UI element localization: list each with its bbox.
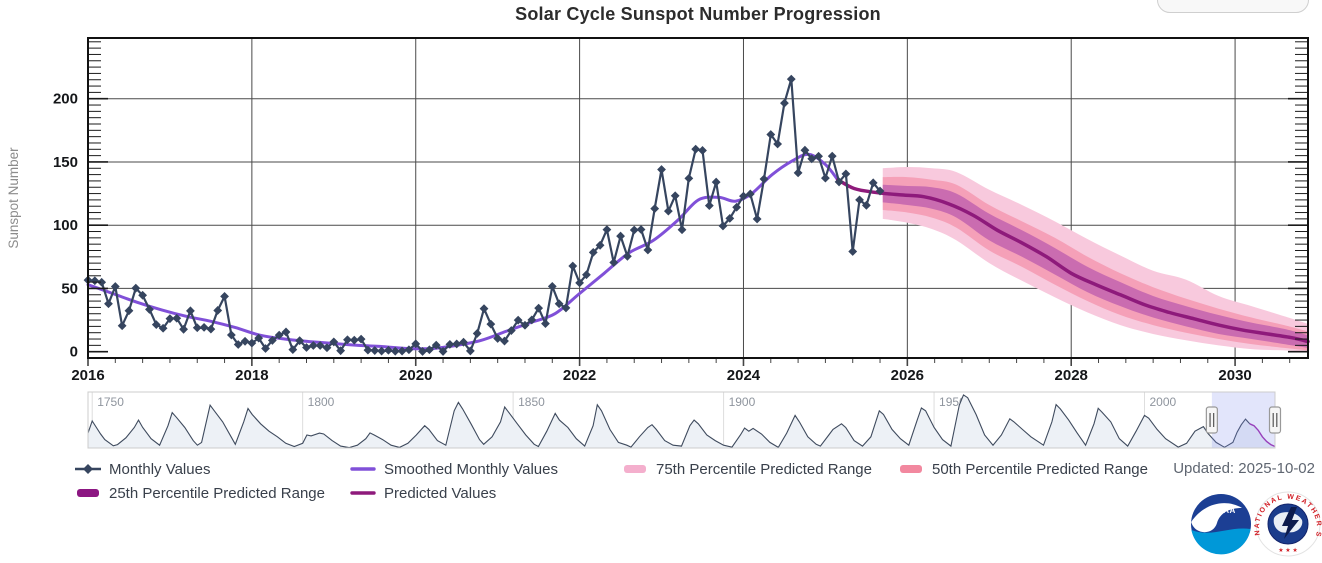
svg-text:2028: 2028 <box>1055 367 1088 384</box>
y-axis-title: Sunspot Number <box>6 147 21 249</box>
legend-item-75th-percentile-range[interactable]: 75th Percentile Predicted Range <box>622 459 872 479</box>
legend-label: 75th Percentile Predicted Range <box>656 460 872 478</box>
p50-band-swatch-icon <box>898 462 924 476</box>
legend-item-predicted-values[interactable]: Predicted Values <box>350 483 496 503</box>
svg-text:2020: 2020 <box>399 367 432 384</box>
svg-text:2022: 2022 <box>563 367 596 384</box>
legend-item-25th-percentile-range[interactable]: 25th Percentile Predicted Range <box>75 483 325 503</box>
svg-text:100: 100 <box>53 217 78 234</box>
svg-text:2000: 2000 <box>1150 395 1177 409</box>
svg-text:2030: 2030 <box>1218 367 1251 384</box>
svg-text:0: 0 <box>70 344 78 361</box>
legend-item-monthly-values[interactable]: Monthly Values <box>75 459 210 479</box>
legend-label: 25th Percentile Predicted Range <box>109 484 325 502</box>
predicted-line-marker-icon <box>350 486 376 500</box>
navigator[interactable]: 1750 1800 1850 1900 1950 2000 <box>87 391 1282 449</box>
navigator-history-line <box>87 394 1251 449</box>
svg-text:1900: 1900 <box>729 395 756 409</box>
p75-band-swatch-icon <box>622 462 648 476</box>
chart-title: Solar Cycle Sunspot Number Progression <box>515 4 881 24</box>
svg-text:50: 50 <box>61 280 78 297</box>
agency-logos: NOAA NATIONAL WEATHER SERVICE ★ ★ ★ <box>1191 491 1321 557</box>
svg-text:NOAA: NOAA <box>1210 506 1236 515</box>
navigator-handle-right[interactable] <box>1268 406 1282 434</box>
svg-text:2026: 2026 <box>891 367 924 384</box>
svg-text:1850: 1850 <box>518 395 545 409</box>
legend-label: 50th Percentile Predicted Range <box>932 460 1148 478</box>
predicted-values-line <box>835 177 1310 344</box>
legend-item-50th-percentile-range[interactable]: 50th Percentile Predicted Range <box>898 459 1148 479</box>
svg-text:2018: 2018 <box>235 367 268 384</box>
main-chart-and-navigator[interactable]: 0 50 100 150 200 2016 2018 2020 2022 2024 2026 2028… <box>0 0 1322 455</box>
svg-text:150: 150 <box>53 154 78 171</box>
navigator-area <box>88 394 1275 448</box>
noaa-logo: NOAA <box>1191 494 1251 555</box>
p25-band-swatch-icon <box>75 486 101 500</box>
legend-item-smoothed-monthly-values[interactable]: Smoothed Monthly Values <box>350 459 558 479</box>
smoothed-line-marker-icon <box>350 462 376 476</box>
monthly-values-marker-icon <box>75 462 101 476</box>
navigator-handle-left[interactable] <box>1205 406 1218 434</box>
legend-label: Predicted Values <box>384 484 497 502</box>
svg-text:2024: 2024 <box>727 367 761 384</box>
monthly-values-markers <box>83 74 885 356</box>
svg-text:1750: 1750 <box>97 395 124 409</box>
plot-border <box>87 37 1309 359</box>
svg-text:1800: 1800 <box>308 395 335 409</box>
plot-area[interactable] <box>88 38 1308 358</box>
svg-text:★ ★ ★: ★ ★ ★ <box>1278 547 1297 554</box>
navigator-predicted-line <box>1249 423 1276 448</box>
svg-text:200: 200 <box>53 91 78 108</box>
axis-labels: 0 50 100 150 200 2016 2018 2020 2022 2024 2026 2028… <box>6 91 1252 384</box>
updated-timestamp: Updated: 2025-10-02 <box>1173 460 1315 477</box>
navigator-selection[interactable] <box>1211 392 1275 448</box>
svg-text:2016: 2016 <box>71 367 104 384</box>
legend-label: Monthly Values <box>109 460 211 478</box>
nws-logo: NATIONAL WEATHER SERVICE ★ ★ ★ <box>1254 491 1321 557</box>
legend-label: Smoothed Monthly Values <box>384 460 558 478</box>
